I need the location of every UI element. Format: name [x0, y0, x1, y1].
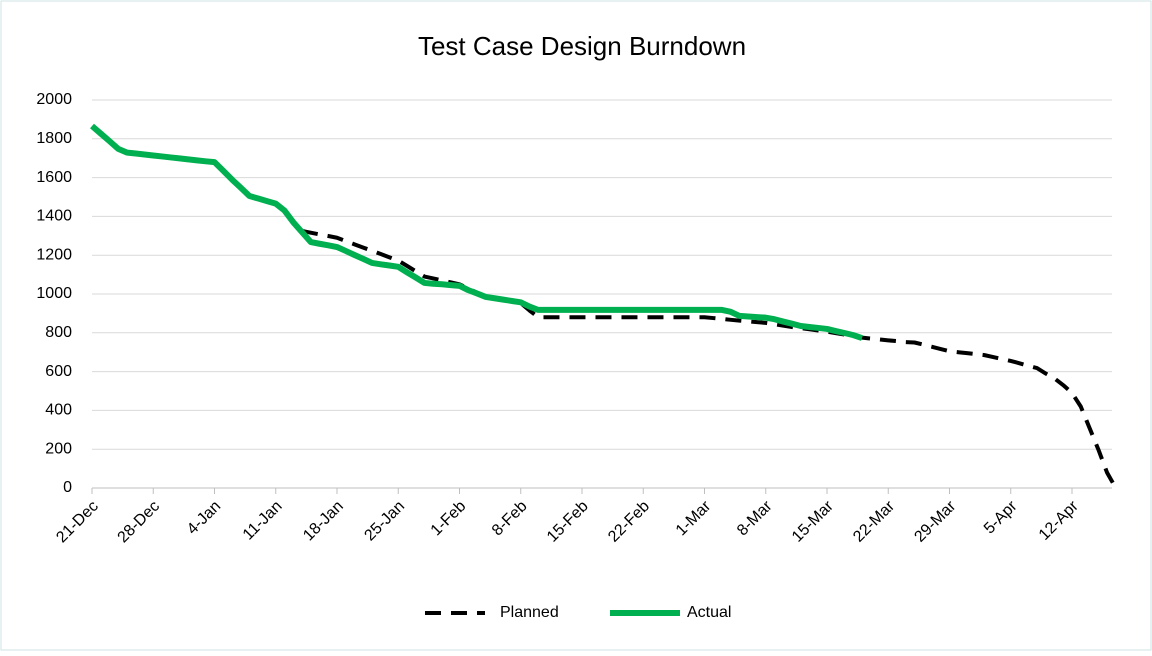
y-tick-label: 1000	[36, 285, 72, 302]
legend-label: Planned	[500, 604, 559, 621]
y-tick-label: 800	[45, 324, 72, 341]
y-tick-label: 2000	[36, 91, 72, 108]
y-tick-label: 1200	[36, 246, 72, 263]
series-line	[90, 123, 863, 341]
y-tick-label: 600	[45, 363, 72, 380]
y-tick-label: 200	[45, 440, 72, 457]
y-tick-label: 0	[63, 479, 72, 496]
chart-title: Test Case Design Burndown	[418, 31, 746, 61]
series-line	[301, 228, 1118, 489]
y-tick-label: 1800	[36, 130, 72, 147]
y-tick-label: 400	[45, 402, 72, 419]
y-tick-label: 1600	[36, 169, 72, 186]
y-tick-label: 1400	[36, 208, 72, 225]
legend-label: Actual	[687, 604, 731, 621]
